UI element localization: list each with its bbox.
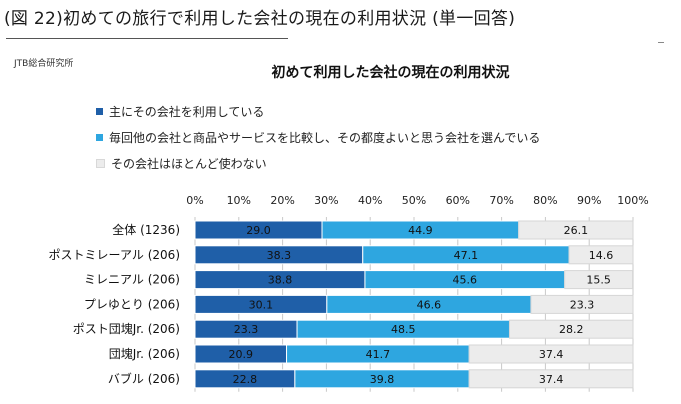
legend-item-mainly-use: 主にその会社を利用している xyxy=(96,98,540,124)
bar-segment xyxy=(518,220,634,240)
data-label: 45.6 xyxy=(453,274,478,287)
x-tick-label: 40% xyxy=(358,194,382,207)
data-label: 38.8 xyxy=(268,274,293,287)
x-tick-label: 50% xyxy=(402,194,426,207)
legend-item-rarely-use: その会社はほとんど使わない xyxy=(96,150,540,176)
x-tick-label: 30% xyxy=(314,194,338,207)
data-label: 26.1 xyxy=(564,224,589,237)
data-label: 47.1 xyxy=(454,249,479,262)
chart-title: 初めて利用した会社の現在の利用状況 xyxy=(271,65,510,81)
x-tick-label: 0% xyxy=(186,194,203,207)
data-label: 41.7 xyxy=(366,348,391,361)
bar-segment xyxy=(468,344,634,364)
source-label: JTB総合研究所 xyxy=(14,59,74,69)
legend-swatch-mainly-use xyxy=(96,107,103,115)
category-label: 全体 (1236) xyxy=(112,222,180,237)
data-label: 44.9 xyxy=(408,224,433,237)
data-label: 37.4 xyxy=(539,348,564,361)
bar-segment xyxy=(468,369,634,389)
legend-swatch-compare-each-time xyxy=(96,133,103,141)
data-label: 37.4 xyxy=(539,373,564,386)
legend-swatch-rarely-use xyxy=(96,158,105,168)
data-label: 28.2 xyxy=(559,323,584,336)
data-label: 30.1 xyxy=(249,298,274,311)
x-tick-label: 20% xyxy=(270,194,294,207)
x-tick-label: 90% xyxy=(577,194,601,207)
chart-title-row: 初めて利用した会社の現在の利用状況 xyxy=(0,62,681,82)
legend-label-compare-each-time: 毎回他の会社と商品やサービスを比較し、その都度よいと思う会社を選んでいる xyxy=(109,130,541,145)
bar-segment xyxy=(508,319,634,339)
category-label: ポストミレーアル (206) xyxy=(49,248,180,262)
corner-mark xyxy=(658,42,664,43)
bar-segment xyxy=(530,294,634,314)
data-label: 29.0 xyxy=(246,224,271,237)
legend: 主にその会社を利用している 毎回他の会社と商品やサービスを比較し、その都度よいと… xyxy=(96,98,540,176)
x-tick-label: 100% xyxy=(617,194,648,207)
legend-label-rarely-use: その会社はほとんど使わない xyxy=(111,156,267,171)
legend-item-compare-each-time: 毎回他の会社と商品やサービスを比較し、その都度よいと思う会社を選んでいる xyxy=(96,124,540,150)
data-label: 22.8 xyxy=(233,373,258,386)
caption-underline xyxy=(6,38,288,39)
category-label: ポスト団塊Jr. (206) xyxy=(73,321,180,336)
x-tick-label: 80% xyxy=(533,194,557,207)
category-label: ミレニアル (206) xyxy=(84,273,180,287)
x-tick-label: 10% xyxy=(227,194,251,207)
data-label: 14.6 xyxy=(589,249,614,262)
data-label: 48.5 xyxy=(391,323,416,336)
data-label: 38.3 xyxy=(267,249,292,262)
data-label: 20.9 xyxy=(229,348,254,361)
data-label: 46.6 xyxy=(417,298,442,311)
legend-label-mainly-use: 主にその会社を利用している xyxy=(109,104,265,119)
category-label: バブル (206) xyxy=(108,371,180,386)
data-label: 23.3 xyxy=(570,298,595,311)
bar-segment xyxy=(564,270,634,290)
x-tick-label: 60% xyxy=(446,194,470,207)
category-label: プレゆとり (206) xyxy=(84,297,180,311)
x-tick-label: 70% xyxy=(489,194,513,207)
category-label: 団塊Jr. (206) xyxy=(109,346,180,361)
bar-segment xyxy=(568,245,634,265)
data-label: 23.3 xyxy=(234,323,259,336)
data-label: 39.8 xyxy=(370,373,395,386)
data-label: 15.5 xyxy=(586,274,611,287)
figure-caption: (図 22)初めての旅行で利用した会社の現在の利用状況 (単一回答) xyxy=(4,9,516,29)
